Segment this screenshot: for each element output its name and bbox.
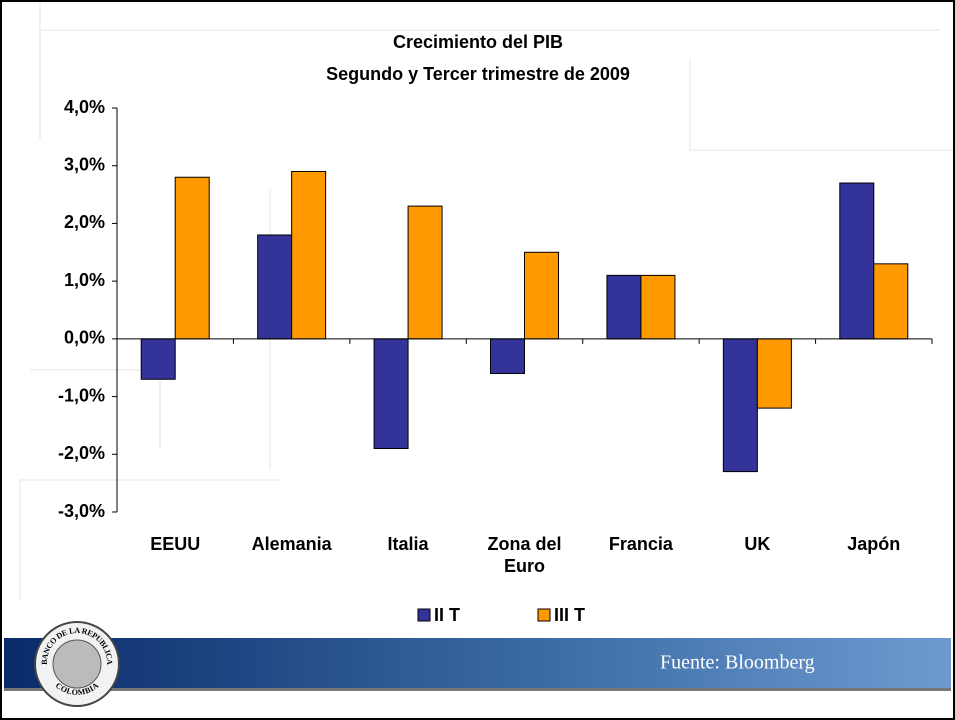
footer-band [4, 638, 951, 688]
bar [722, 338, 758, 473]
y-tick-label: 3,0% [64, 154, 105, 174]
x-tick-label: Alemania [251, 534, 332, 554]
bar [257, 234, 293, 340]
chart-subtitle: Segundo y Tercer trimestre de 2009 [326, 64, 630, 84]
legend-swatch [417, 608, 431, 622]
legend-swatch [537, 608, 551, 622]
chart-title: Crecimiento del PIB [393, 32, 563, 52]
source: Fuente: Bloomberg [660, 652, 815, 674]
x-tick-label: Italia [387, 534, 429, 554]
x-tick-label: Francia [608, 534, 673, 554]
y-tick-label: -2,0% [58, 443, 105, 463]
x-tick-label: EEUU [150, 534, 201, 554]
y-tick-label: 4,0% [64, 97, 105, 117]
footer-line [4, 688, 951, 691]
y-tick-label: 1,0% [64, 270, 105, 290]
x-tick-label: Zona del Euro [487, 534, 562, 576]
x-tick-label: UK [744, 534, 771, 554]
bar [291, 170, 327, 340]
bar [606, 274, 642, 340]
legend-label: II T [434, 605, 460, 625]
bar [373, 338, 409, 450]
bar [640, 274, 676, 340]
y-tick-label: -3,0% [58, 501, 105, 521]
bar [140, 338, 176, 380]
bar [524, 251, 559, 340]
bar [407, 205, 443, 340]
y-tick-label: -1,0% [58, 385, 105, 405]
logo-face [52, 639, 102, 689]
y-tick-label: 0,0% [64, 328, 105, 348]
bar [490, 338, 525, 374]
bar [174, 176, 210, 340]
legend-label: III T [554, 605, 585, 625]
bar [873, 263, 909, 340]
y-tick-label: 2,0% [64, 212, 105, 232]
x-tick-label: Japón [847, 534, 901, 554]
bar [839, 182, 875, 340]
bar [756, 338, 792, 409]
